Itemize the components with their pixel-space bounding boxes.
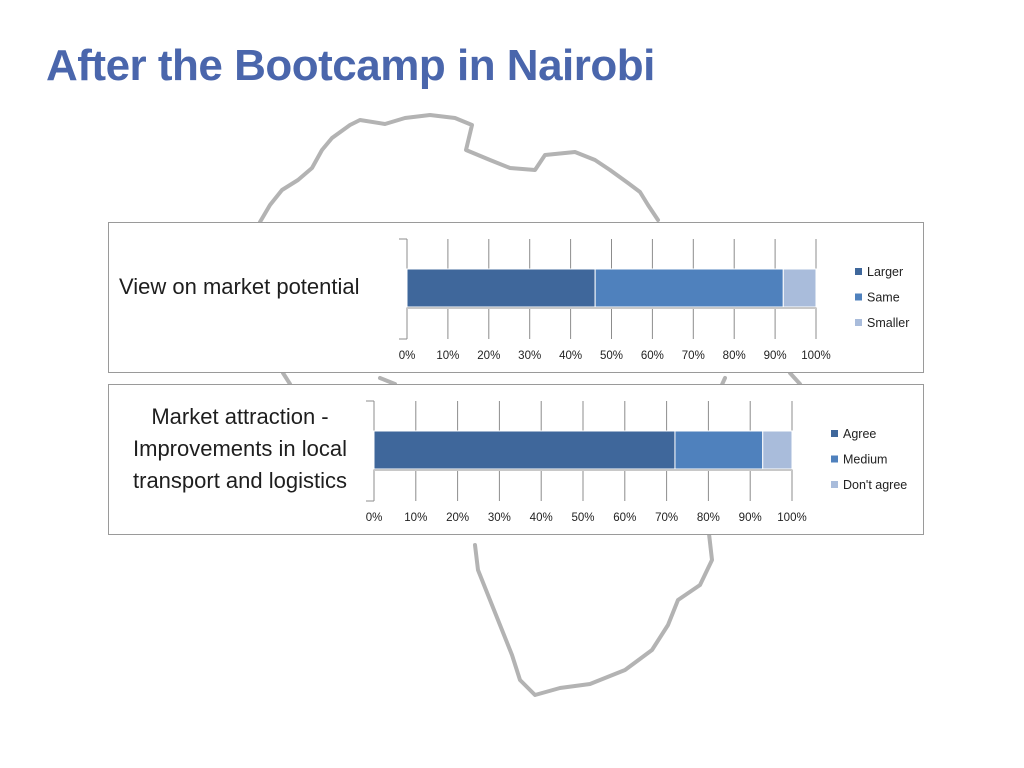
chart-plot: 0% 10% 20% 30% 40% 50% 60% 70% 80% 90% 100% Larger S…: [399, 238, 909, 362]
x-tick-label: 50%: [571, 512, 594, 524]
x-tick-label: 20%: [446, 512, 469, 524]
x-tick-label: 30%: [488, 512, 511, 524]
legend-label: Smaller: [867, 316, 909, 330]
bar-segment: [762, 430, 793, 470]
x-tick-label: 70%: [655, 512, 678, 524]
x-tick-label: 60%: [613, 512, 636, 524]
x-tick-label: 40%: [559, 350, 582, 362]
slide-title: After the Bootcamp in Nairobi: [46, 41, 655, 90]
chart-title: Market attraction - Improvements in loca…: [133, 404, 347, 493]
x-tick-label: 50%: [600, 350, 623, 362]
bar-segment: [782, 268, 817, 308]
legend-label: Larger: [867, 265, 903, 279]
x-tick-label: 100%: [801, 350, 830, 362]
x-tick-label: 70%: [682, 350, 705, 362]
x-tick-label: 100%: [777, 512, 806, 524]
x-tick-label: 20%: [477, 350, 500, 362]
legend-swatch: [831, 481, 838, 488]
legend-swatch: [831, 430, 838, 437]
chart-title: View on market potential: [119, 274, 360, 299]
legend-label: Agree: [843, 427, 876, 441]
x-tick-label: 10%: [436, 350, 459, 362]
bar-segment: [594, 268, 784, 308]
chart-plot: 0% 10% 20% 30% 40% 50% 60% 70% 80% 90% 100% Agree Me…: [366, 400, 907, 524]
x-tick-label: 60%: [641, 350, 664, 362]
x-tick-label: 0%: [366, 512, 383, 524]
legend-label: Don't agree: [843, 478, 907, 492]
x-tick-label: 10%: [404, 512, 427, 524]
bar-segment: [674, 430, 764, 470]
x-tick-label: 80%: [723, 350, 746, 362]
bar-segment: [373, 430, 676, 470]
x-tick-label: 40%: [530, 512, 553, 524]
x-tick-label: 90%: [739, 512, 762, 524]
legend-swatch: [831, 455, 838, 463]
chart-panel-market-potential: View on market potential 0% 10% 20% 30% 40% 5…: [108, 222, 924, 373]
legend-label: Same: [867, 291, 900, 305]
x-tick-label: 80%: [697, 512, 720, 524]
bar-segment: [406, 268, 596, 308]
legend-swatch: [855, 268, 862, 275]
x-tick-label: 90%: [764, 350, 787, 362]
x-tick-label: 0%: [399, 350, 416, 362]
x-tick-label: 30%: [518, 350, 541, 362]
chart-panel-market-attraction: Market attraction - Improvements in loca…: [108, 384, 924, 535]
legend-swatch: [855, 293, 862, 301]
legend-swatch: [855, 319, 862, 326]
legend-label: Medium: [843, 453, 887, 467]
